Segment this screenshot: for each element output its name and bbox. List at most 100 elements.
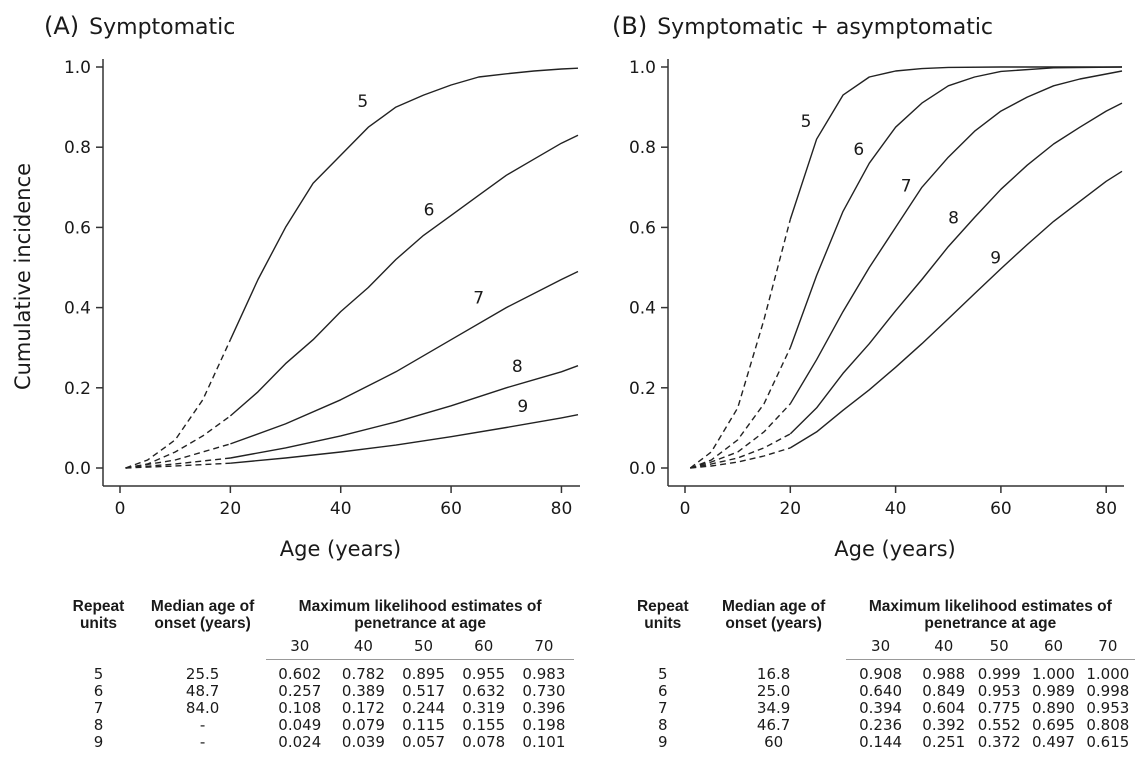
table-b-header-repeat: Repeat units: [636, 598, 689, 632]
panel-b-curve-label: 5: [801, 112, 812, 132]
panel-b-x-tick-label: 0: [680, 499, 691, 519]
panel-b-y-tick-label: 0.4: [629, 299, 656, 319]
penetrance-cell: 0.808: [1086, 716, 1130, 734]
panel-a-y-tick-label: 0.4: [64, 299, 91, 319]
repeat-units-cell: 5: [93, 664, 104, 683]
panel-b-series-9-dashed: [690, 447, 791, 469]
penetrance-cell: 0.244: [402, 699, 446, 717]
panel-b-x-tick-label: 80: [1095, 499, 1117, 519]
table-b-row: 5 16.8 0.908 0.988 0.999 1.000 1.000: [624, 660, 1135, 684]
panel-a-series-5-line: [229, 67, 579, 340]
penetrance-cell: 0.172: [341, 699, 385, 717]
median-age-cell: 25.5: [185, 664, 220, 683]
penetrance-cell: 0.989: [1032, 682, 1075, 700]
panel-b-y-tick-label: 1.0: [629, 58, 656, 78]
median-age-cell: 48.7: [185, 682, 220, 700]
penetrance-cell: 0.389: [341, 682, 385, 700]
panel-a-x-tick-label: 80: [551, 499, 573, 519]
panel-a-x-tick-label: 0: [115, 499, 126, 519]
table-b-body: 5 16.8 0.908 0.988 0.999 1.000 1.000 6 25.0 0.640…: [624, 660, 1135, 752]
panel-a-y-axis-label: Cumulative incidence: [11, 163, 35, 390]
repeat-units-cell: 7: [93, 699, 104, 717]
panel-a-y-tick-label: 0.2: [64, 379, 91, 399]
penetrance-cell: 0.602: [278, 665, 322, 683]
panel-b-series-7-dashed: [690, 403, 791, 469]
penetrance-cell: 0.057: [402, 733, 446, 751]
table-a-row: 6 48.7 0.257 0.389 0.517 0.632 0.730: [58, 683, 574, 700]
table-a-row: 5 25.5 0.602 0.782 0.895 0.955 0.983: [58, 660, 574, 684]
repeat-units-cell: 6: [93, 682, 104, 700]
panel-a-letter: (A): [44, 12, 80, 40]
penetrance-cell: 0.039: [341, 733, 385, 751]
table-a-row: 8 - 0.049 0.079 0.115 0.155 0.198: [58, 717, 574, 734]
table-a-age-header: 40: [333, 632, 394, 660]
penetrance-cell: 0.155: [462, 716, 506, 734]
panel-b-x-tick-label: 60: [990, 499, 1012, 519]
table-b-age-header: 30: [845, 632, 916, 660]
penetrance-cell: 0.552: [977, 716, 1021, 734]
table-a-row: 7 84.0 0.108 0.172 0.244 0.319 0.396: [58, 700, 574, 717]
penetrance-cell: 0.604: [922, 699, 966, 717]
panel-b-x-tick-label: 40: [885, 499, 907, 519]
penetrance-cell: 0.955: [462, 665, 506, 683]
panel-a-y-tick-label: 0.6: [64, 218, 91, 238]
table-a-header-mle: Maximum likelihood estimates of penetran…: [298, 598, 542, 632]
penetrance-cell: 0.782: [341, 665, 385, 683]
table-a-body: 5 25.5 0.602 0.782 0.895 0.955 0.983 6 48.7 0.257…: [58, 660, 574, 752]
table-b-age-header: 60: [1026, 632, 1081, 660]
penetrance-cell: 0.101: [522, 733, 566, 751]
table-a-age-header: 70: [513, 632, 574, 660]
table-a-age-header: 50: [393, 632, 454, 660]
penetrance-cell: 1.000: [1032, 665, 1075, 683]
panel-b-y-tick-label: 0.2: [629, 379, 656, 399]
penetrance-cell: 0.895: [402, 665, 446, 683]
panel-b-series-8-dashed: [690, 433, 791, 469]
penetrance-cell: 0.079: [341, 716, 385, 734]
repeat-units-cell: 7: [658, 699, 668, 717]
penetrance-cell: 0.908: [859, 665, 903, 683]
panel-b-curve-label: 8: [948, 208, 959, 228]
panel-b-series-6-dashed: [690, 347, 791, 469]
penetrance-cell: 0.999: [977, 665, 1021, 683]
panel-a-series-9-line: [230, 414, 579, 464]
panel-a-curve-label: 7: [473, 289, 484, 309]
penetrance-cell: 0.108: [278, 699, 322, 717]
penetrance-cell: 0.983: [522, 665, 566, 683]
penetrance-cell: 0.396: [522, 699, 566, 717]
penetrance-cell: 0.024: [278, 733, 322, 751]
penetrance-cell: 0.632: [462, 682, 506, 700]
table-a-age-header: 60: [453, 632, 514, 660]
repeat-units-cell: 6: [658, 682, 668, 700]
penetrance-cell: 0.988: [922, 665, 966, 683]
penetrance-cell: 0.730: [522, 682, 566, 700]
panel-b-curve-label: 9: [990, 248, 1001, 268]
panel-a-title: (A) Symptomatic: [44, 12, 235, 40]
penetrance-cell: 0.517: [402, 682, 446, 700]
table-b-age-header: 40: [915, 632, 973, 660]
panel-a-y-tick-label: 0.0: [64, 459, 91, 479]
repeat-units-cell: 9: [93, 733, 104, 751]
panel-a-series-8-line: [230, 365, 579, 459]
median-age-cell: 60: [764, 733, 784, 751]
panel-a-title-text: Symptomatic: [89, 15, 236, 40]
table-b-header-mle: Maximum likelihood estimates of penetran…: [868, 598, 1112, 632]
panel-a-curve-label: 5: [357, 92, 368, 112]
penetrance-cell: 0.078: [462, 733, 506, 751]
panel-a-x-tick-label: 40: [330, 499, 352, 519]
panel-b-curve-label: 7: [901, 176, 912, 196]
median-age-cell: 25.0: [756, 682, 791, 700]
median-age-cell: -: [199, 733, 206, 751]
penetrance-cell: 0.257: [278, 682, 322, 700]
panel-b-y-tick-label: 0.8: [629, 138, 656, 158]
median-age-cell: 46.7: [756, 716, 791, 734]
penetrance-cell: 0.392: [922, 716, 966, 734]
panel-a-curve-label: 8: [512, 357, 523, 377]
table-b-row: 7 34.9 0.394 0.604 0.775 0.890 0.953: [624, 700, 1135, 717]
table-b-row: 6 25.0 0.640 0.849 0.953 0.989 0.998: [624, 683, 1135, 700]
penetrance-cell: 0.115: [402, 716, 446, 734]
panel-a-series-7-line: [230, 270, 579, 445]
penetrance-cell: 0.890: [1032, 699, 1075, 717]
penetrance-cell: 0.849: [922, 682, 966, 700]
repeat-units-cell: 8: [658, 716, 668, 734]
median-age-cell: 84.0: [185, 699, 220, 717]
